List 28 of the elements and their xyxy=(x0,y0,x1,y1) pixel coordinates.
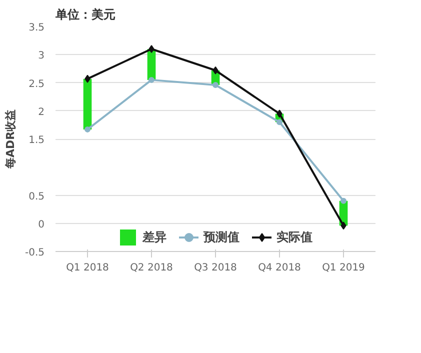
point xyxy=(340,198,346,204)
x-tick-label: Q4 2018 xyxy=(258,262,301,274)
x-tick-label: Q1 2019 xyxy=(322,262,365,274)
point xyxy=(148,45,154,53)
y-tick-label: 2 xyxy=(38,106,45,118)
point xyxy=(212,66,218,74)
legend-label: 差异 xyxy=(142,228,166,246)
y-tick-label: 1.5 xyxy=(28,135,45,146)
point xyxy=(276,110,282,118)
legend-label: 预测值 xyxy=(204,228,240,246)
y-tick-label: -0.5 xyxy=(24,248,45,258)
y-tick-label: 2.5 xyxy=(28,78,45,90)
point xyxy=(84,74,90,83)
point xyxy=(148,76,154,83)
point xyxy=(276,119,282,126)
chart-title: 单位：美元 xyxy=(54,8,116,22)
point xyxy=(340,222,346,230)
point xyxy=(84,126,90,132)
y-tick-label: 3 xyxy=(38,50,45,62)
y-axis-title: 每ADR收益 xyxy=(4,109,17,170)
x-tick-label: Q1 2018 xyxy=(66,262,109,274)
legend-label: 实际值 xyxy=(276,228,312,246)
y-tick-label: 3.5 xyxy=(28,22,45,34)
y-tick-label: 0 xyxy=(38,219,45,230)
y-tick-label: 0.5 xyxy=(28,191,45,202)
x-tick-label: Q3 2018 xyxy=(194,262,237,274)
x-tick-label: Q2 2018 xyxy=(130,262,173,274)
point xyxy=(212,82,218,88)
